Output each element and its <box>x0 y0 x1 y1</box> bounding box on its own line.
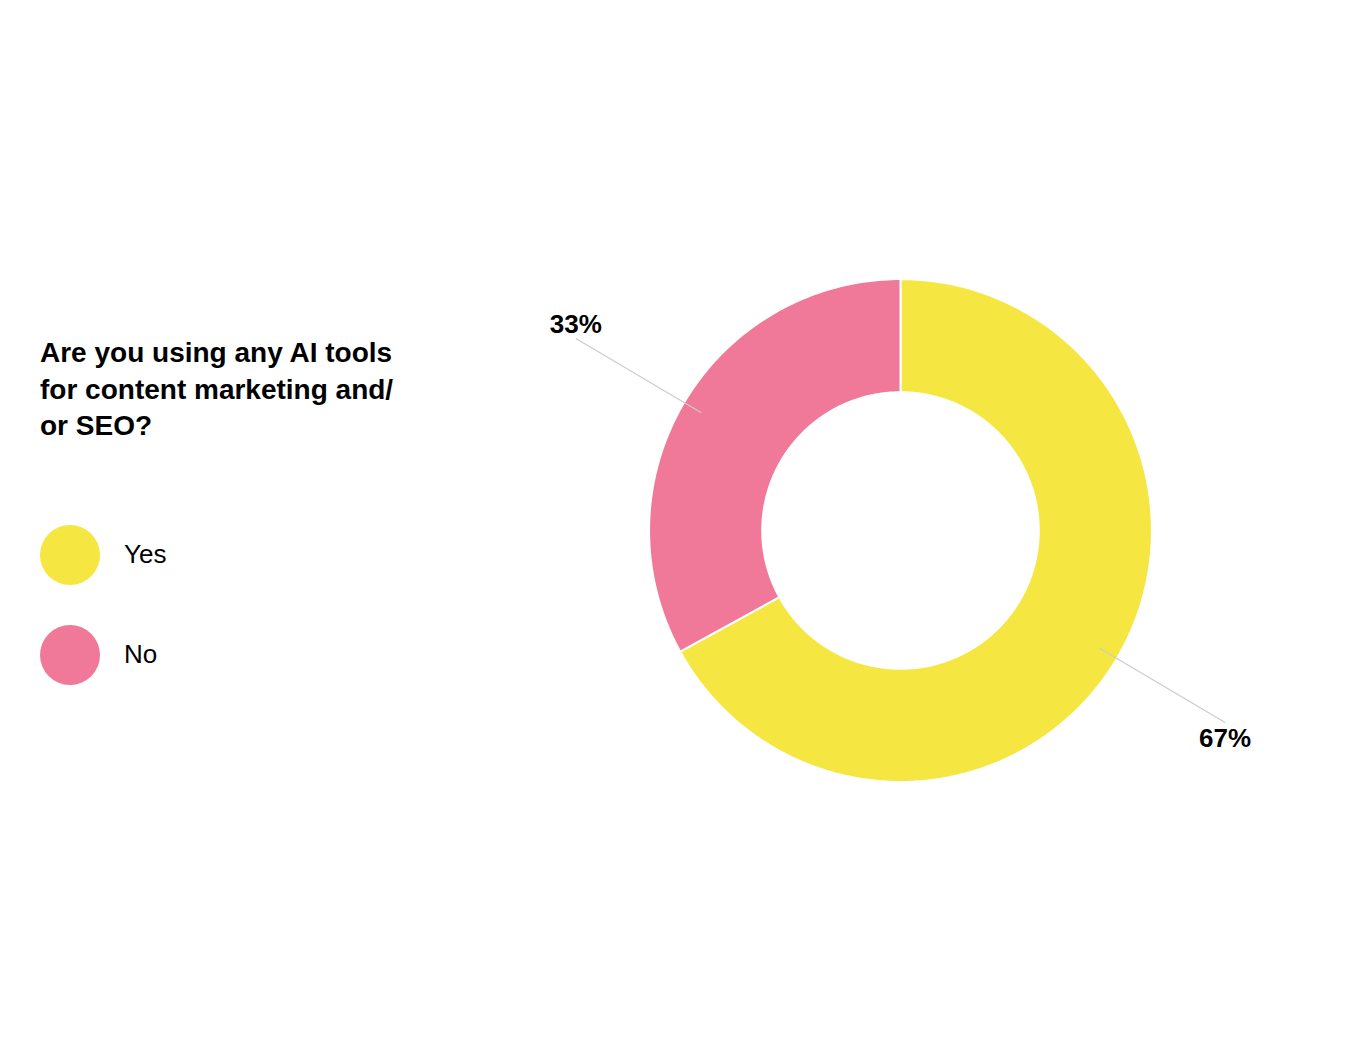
html-text:Yes: Yes <box>124 539 167 570</box>
svg-text:33%: 33% <box>550 309 602 339</box>
html-text:Are you using any AI tools for: Are you using any AI tools for content m… <box>40 337 394 442</box>
svg-text:67%: 67% <box>1199 723 1251 753</box>
html-text:No: No <box>124 639 158 670</box>
